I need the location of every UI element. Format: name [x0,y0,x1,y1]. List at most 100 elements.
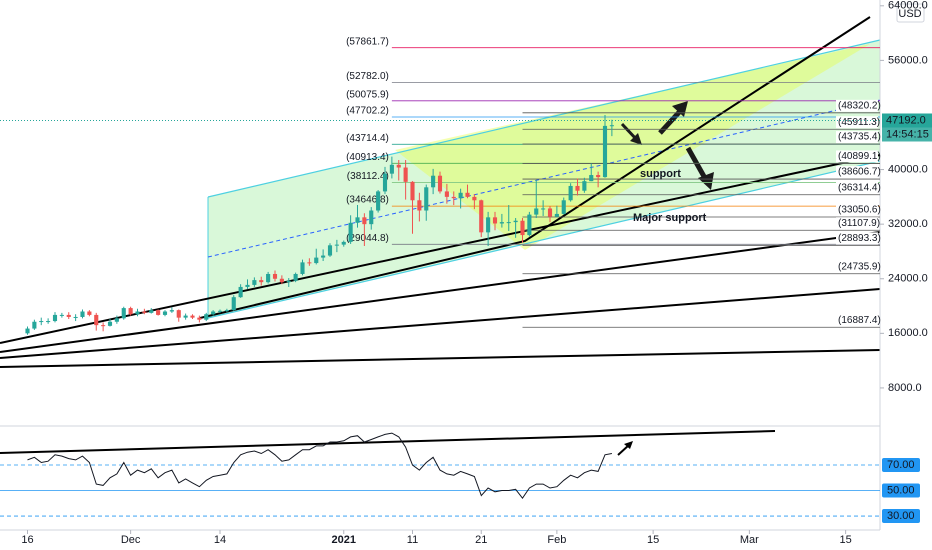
y-tick-label: 64000.0 [888,0,928,12]
candle-body [437,175,443,192]
candle-body [156,310,161,315]
candle-body [107,321,113,326]
candle-body [149,310,154,313]
candle-body [554,213,559,217]
fib-label: (29044.8) [346,233,389,244]
candle-body [176,310,181,318]
candle-body [46,321,51,323]
fib-label-bg [836,203,878,216]
rsi-level-box [882,483,920,498]
candle-body [321,255,326,258]
candle-body [596,175,601,178]
fib-label-bg [836,260,878,273]
fib-label-bg [836,232,878,245]
fib-label-bg [836,314,878,327]
candle-body [307,262,312,264]
annotation: support [640,168,681,180]
candle-body [327,245,333,256]
trend-line [0,349,881,368]
x-tick-label: 16 [21,534,33,546]
candle-body [472,196,477,201]
candle-body [293,273,298,281]
rsi-level-label: 50.00 [887,484,915,496]
rsi-line [27,432,612,500]
candle-body [589,175,594,182]
fib-label: (24735.9) [838,261,881,272]
fib-label-bg [836,166,878,179]
candle-body [410,181,415,201]
candle-body [121,308,126,319]
candle-body [396,164,401,168]
fib-label: (28893.3) [838,233,881,244]
candle-body [32,321,37,329]
candle-body [534,208,539,215]
candle-body [492,217,498,224]
arrowhead [624,441,633,449]
candle-body [80,311,85,317]
candle-body [341,241,346,245]
candle-body [369,210,374,225]
candle-body [403,167,408,182]
candle-body [602,125,608,178]
y-tick-label: 8000.0 [888,382,922,394]
y-tick-label: 32000.0 [888,218,928,230]
candle-body [486,217,491,233]
candle-body [217,310,223,312]
candle-body [169,310,174,312]
candle-body [52,314,58,322]
fib-label: (50075.9) [346,89,389,100]
fib-label-bg [836,99,878,112]
candle-body [513,220,518,223]
trend-line [0,231,881,353]
currency: USD [898,8,921,20]
fib-label: (31107.9) [838,218,880,229]
candle-body [128,308,133,315]
rsi-trend-line [0,430,776,454]
candle-body [66,314,71,317]
channel-bottom [207,160,881,319]
fib-label: (43714.4) [346,133,389,144]
annotation: Major support [633,212,707,224]
fib-label: (38112.4) [347,171,389,182]
candle-body [279,278,284,283]
candle-body [190,315,195,318]
x-tick-label: 11 [407,534,418,546]
candle-body [39,321,44,323]
candle-body [389,164,394,174]
y-tick-label: 40000.0 [888,163,928,175]
countdown-label: 14:54:15 [886,128,929,140]
candle-body [272,273,278,279]
trend-line [0,154,881,344]
candle-body [25,328,30,334]
currency-box[interactable] [896,3,925,23]
candle-body [424,187,429,211]
candle-body [142,311,147,313]
arrow [617,444,630,456]
fib-label: (16887.4) [838,315,881,326]
candle-body [314,257,319,264]
candle-body [300,262,305,274]
candle-body [334,244,339,246]
candle-body [59,314,64,316]
fib-label: (57861.7) [346,36,389,47]
candle-body [87,311,92,315]
fib-label: (38606.7) [838,167,881,178]
candle-body [101,325,106,327]
y-tick-label: 24000.0 [888,273,928,285]
candle-body [348,222,353,242]
candle-body [561,200,566,214]
drawings [0,0,881,531]
trend-line [199,16,871,319]
candle-body [135,311,140,315]
fib-label-bg [836,116,878,129]
candle-body [183,315,188,318]
candle-body [382,173,388,192]
x-tick-label: 15 [840,534,852,546]
rsi-level-box [882,509,920,524]
candle-body [224,310,229,312]
candle-body [465,192,470,197]
candle-body [582,181,587,191]
candle-body [231,297,236,311]
y-tick-label: 56000.0 [888,54,928,66]
